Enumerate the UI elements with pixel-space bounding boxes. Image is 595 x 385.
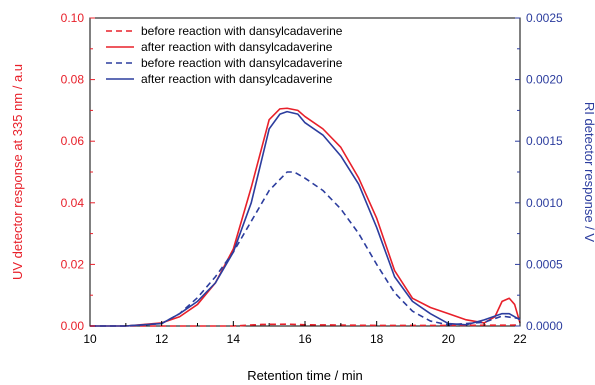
series-line-1 xyxy=(90,323,521,327)
legend-label: before reaction with dansylcadaverine xyxy=(141,56,343,70)
x-tick-label: 16 xyxy=(298,332,312,346)
left-y-tick-label: 0.10 xyxy=(61,11,85,25)
x-tick-label: 22 xyxy=(513,332,527,346)
legend-label: before reaction with dansylcadaverine xyxy=(141,24,343,38)
x-tick-label: 18 xyxy=(370,332,384,346)
left-y-tick-label: 0.06 xyxy=(61,134,85,148)
right-y-axis-ticks: 0.0000 0.0005 0.0010 0.0015 0.0020 0.0025 xyxy=(515,11,563,333)
left-y-tick-label: 0.04 xyxy=(61,196,85,210)
right-y-tick-label: 0.0010 xyxy=(526,196,563,210)
series-layer xyxy=(90,107,521,327)
legend-label: after reaction with dansylcadaverine xyxy=(141,40,333,54)
left-y-axis-label: UV detector response at 335 nm / a.u xyxy=(10,64,25,280)
x-tick-label: 14 xyxy=(227,332,241,346)
left-y-axis-ticks: 0.00 0.02 0.04 0.06 0.08 0.10 xyxy=(61,11,95,333)
series-line-3 xyxy=(90,171,521,327)
left-y-tick-label: 0.08 xyxy=(61,73,85,87)
right-y-tick-label: 0.0025 xyxy=(526,11,563,25)
x-axis-label: Retention time / min xyxy=(247,368,363,383)
right-y-tick-label: 0.0020 xyxy=(526,73,563,87)
x-tick-label: 10 xyxy=(83,332,97,346)
right-y-tick-label: 0.0000 xyxy=(526,319,563,333)
x-axis-ticks: 10 12 14 16 18 20 22 xyxy=(83,321,527,346)
legend: before reaction with dansylcadaverine aft… xyxy=(106,24,343,86)
right-y-axis-label: RI detector response / V xyxy=(582,102,595,243)
x-tick-label: 20 xyxy=(442,332,456,346)
x-tick-label: 12 xyxy=(155,332,169,346)
left-y-tick-label: 0.02 xyxy=(61,257,85,271)
series-line-2 xyxy=(90,107,521,327)
left-y-tick-label: 0.00 xyxy=(61,319,85,333)
series-line-4 xyxy=(90,110,521,327)
legend-label: after reaction with dansylcadaverine xyxy=(141,72,333,86)
right-y-tick-label: 0.0005 xyxy=(526,257,563,271)
right-y-tick-label: 0.0015 xyxy=(526,134,563,148)
